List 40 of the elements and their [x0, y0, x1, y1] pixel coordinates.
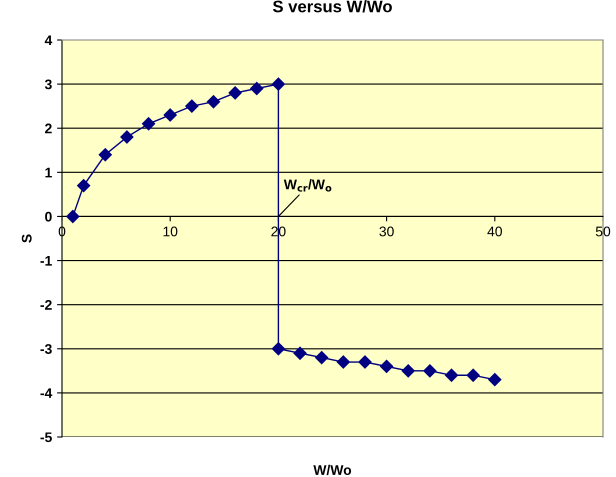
x-tick-label: 30: [379, 226, 394, 236]
y-tick-label: -3: [40, 344, 52, 354]
point: [164, 108, 177, 122]
point: [98, 148, 112, 162]
x-tick-label: 10: [164, 226, 178, 236]
point: [444, 368, 458, 382]
y-tick-label: 3: [44, 79, 52, 90]
point: [488, 373, 502, 386]
annotation: W$_{cr}$/W$_{o}$: [284, 179, 332, 192]
point: [77, 178, 90, 192]
point: [66, 210, 80, 224]
point: [402, 364, 415, 378]
point: [466, 368, 480, 382]
y-tick-label: 2: [45, 124, 52, 134]
y-tick-label: -4: [40, 388, 52, 398]
y-tick-label: -2: [40, 300, 52, 310]
point: [315, 351, 328, 364]
y-tick-label: 1: [45, 168, 52, 178]
y-tick-label: 4: [44, 35, 52, 46]
chart-title: S versus W/Wo: [272, 0, 392, 13]
y-tick-label: -5: [40, 432, 52, 442]
x-tick-label: 50: [596, 226, 610, 236]
y-axis-title: S: [22, 234, 32, 243]
y-tick-label: 0: [45, 212, 52, 222]
point: [250, 82, 264, 96]
point: [272, 78, 285, 91]
point: [380, 360, 394, 374]
point: [206, 95, 220, 108]
point: [185, 100, 198, 113]
point: [293, 346, 307, 360]
y-tick-label: -1: [40, 256, 52, 266]
point: [228, 86, 242, 100]
x-axis-title: W/Wo: [313, 464, 352, 476]
point: [120, 130, 134, 144]
point: [336, 355, 350, 369]
point: [358, 355, 372, 369]
point: [272, 342, 285, 356]
point: [142, 117, 156, 130]
point: [423, 364, 436, 378]
x-tick-label: 40: [487, 226, 502, 236]
